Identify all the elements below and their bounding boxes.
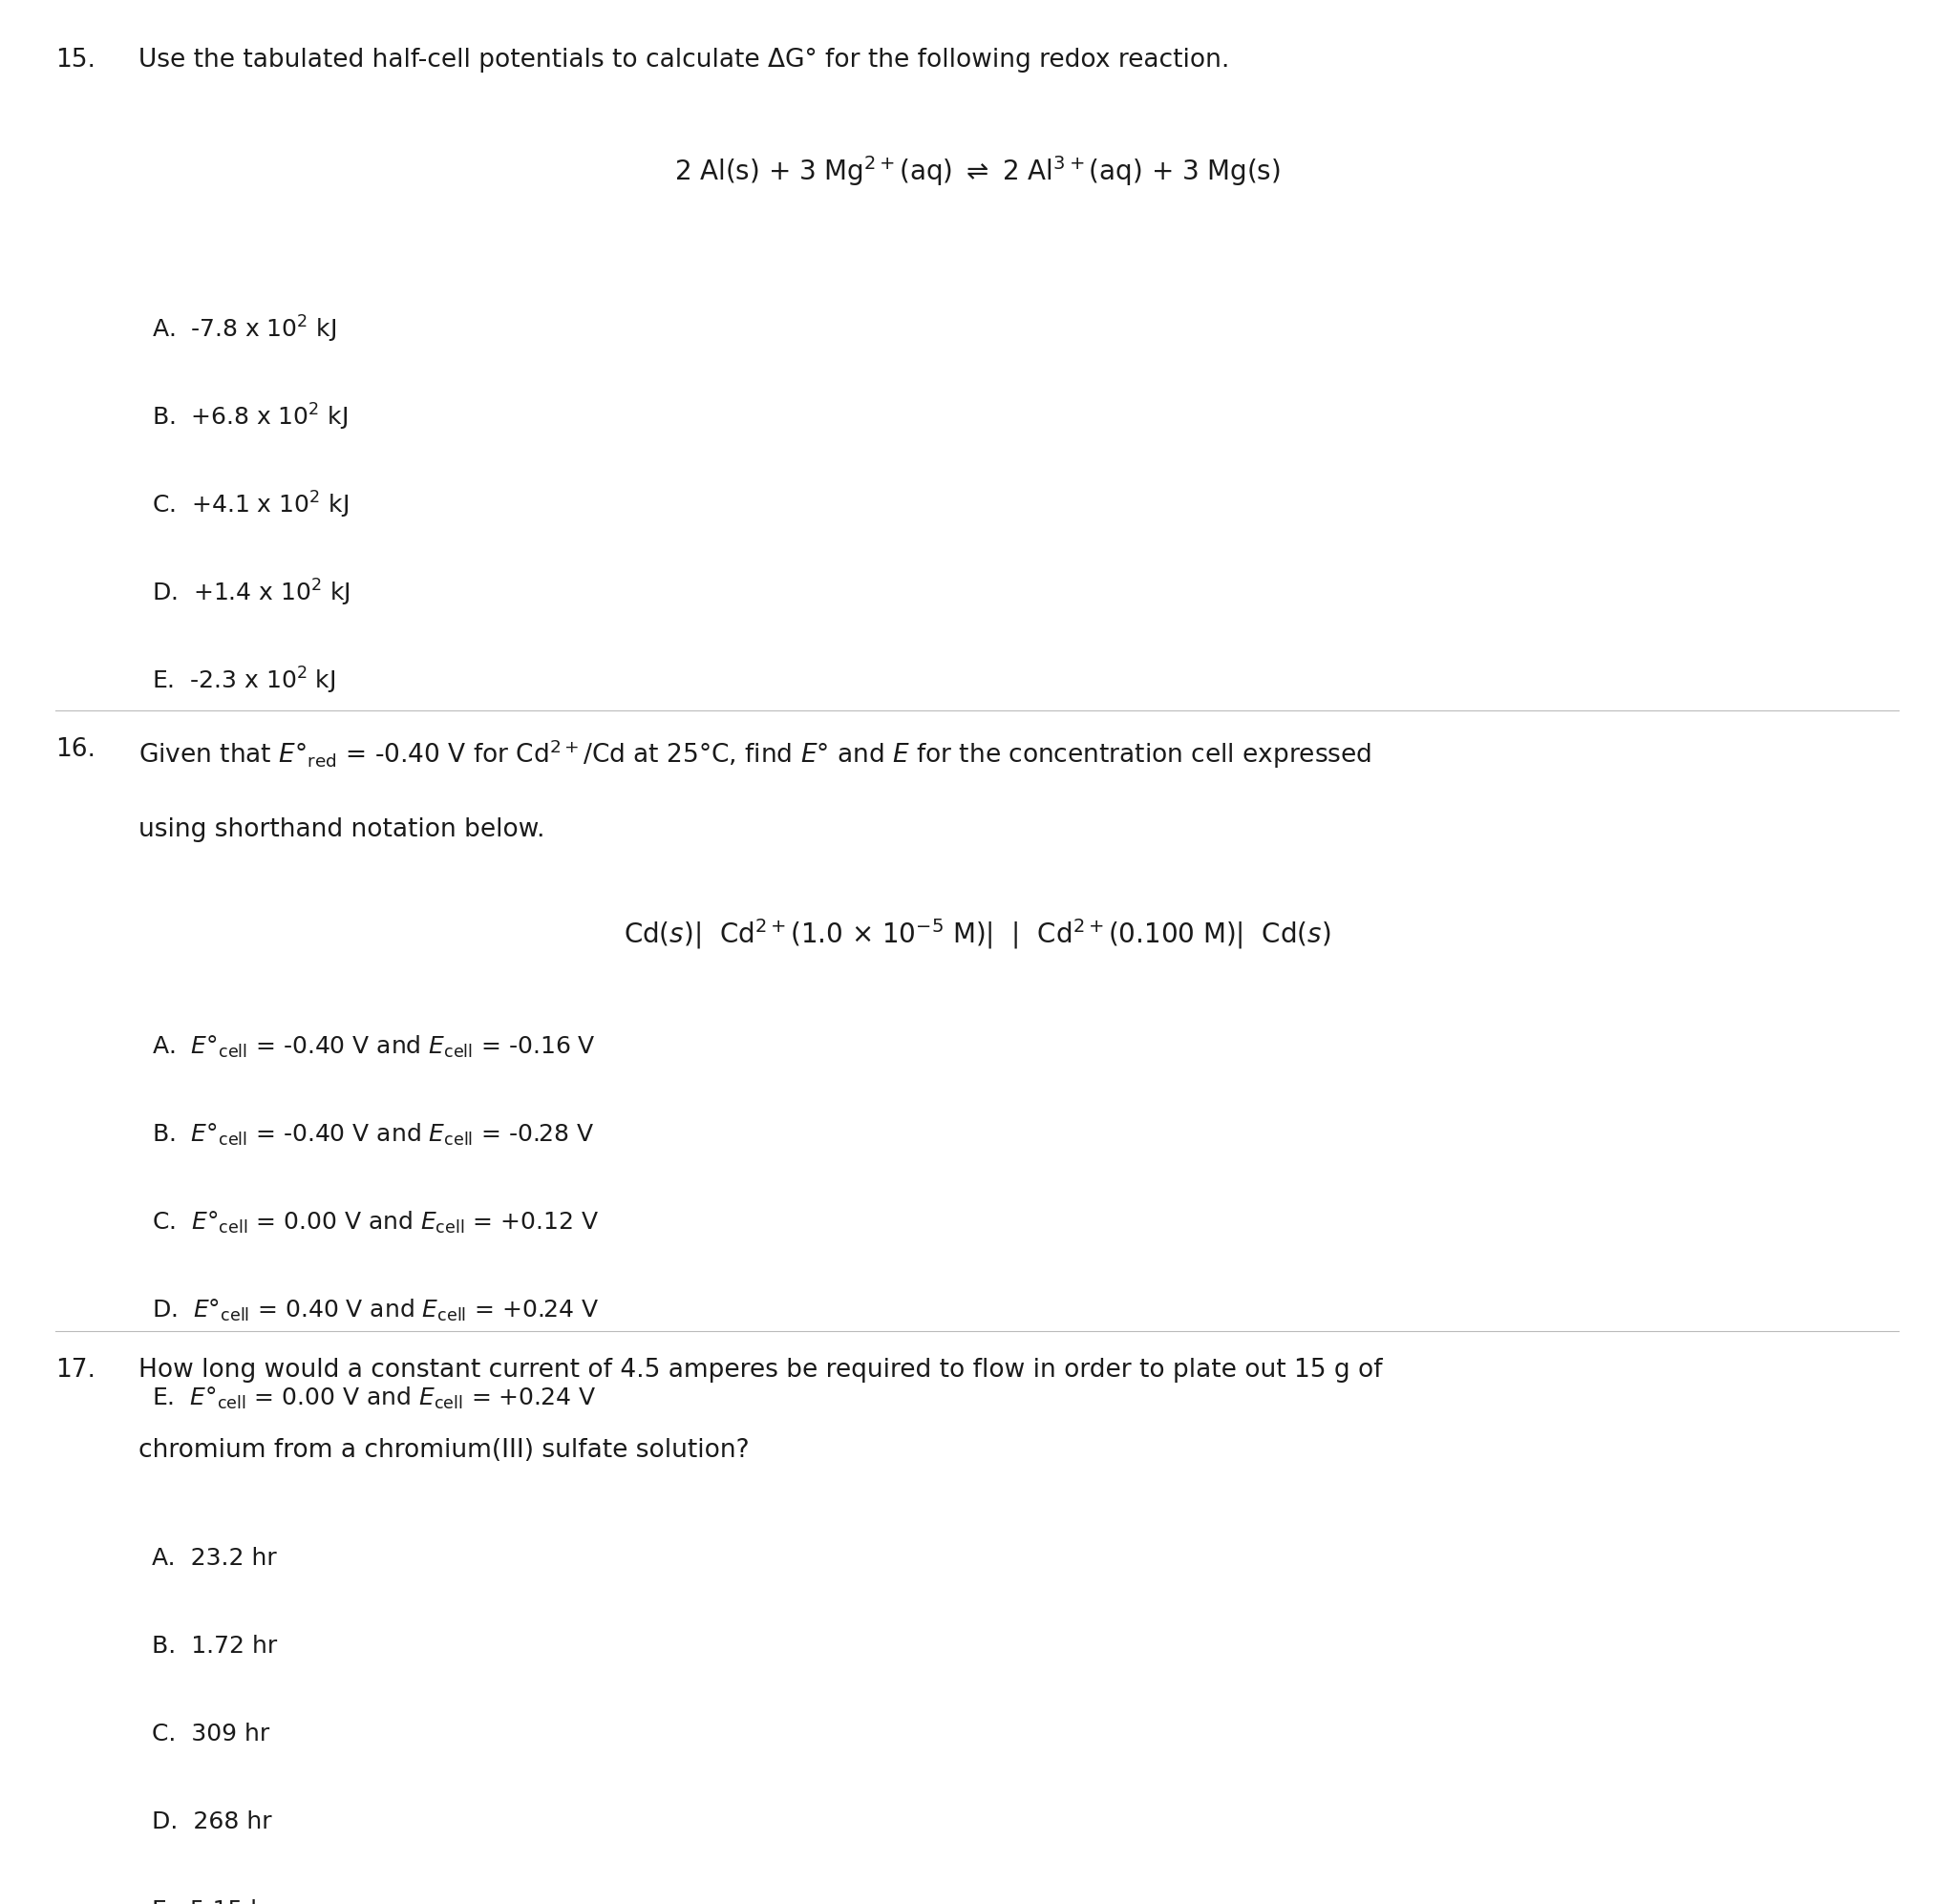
Text: A.  23.2 hr: A. 23.2 hr: [152, 1546, 277, 1571]
Text: Cd($s$)|  Cd$^{2+}$(1.0 $\times$ 10$^{-5}$ M)|  |  Cd$^{2+}$(0.100 M)|  Cd($s$): Cd($s$)| Cd$^{2+}$(1.0 $\times$ 10$^{-5}…: [623, 916, 1331, 950]
Text: chromium from a chromium(III) sulfate solution?: chromium from a chromium(III) sulfate so…: [139, 1438, 750, 1462]
Text: C.  +4.1 x 10$^2$ kJ: C. +4.1 x 10$^2$ kJ: [152, 489, 350, 520]
Text: 2 Al(s) + 3 Mg$^{2+}$(aq) $\rightleftharpoons$ 2 Al$^{3+}$(aq) + 3 Mg(s): 2 Al(s) + 3 Mg$^{2+}$(aq) $\rightlefthar…: [674, 154, 1280, 188]
Text: C.  $E$°$_{\rm cell}$ = 0.00 V and $E_{\rm cell}$ = +0.12 V: C. $E$°$_{\rm cell}$ = 0.00 V and $E_{\r…: [152, 1209, 600, 1236]
Text: A.  -7.8 x 10$^2$ kJ: A. -7.8 x 10$^2$ kJ: [152, 314, 336, 345]
Text: B.  1.72 hr: B. 1.72 hr: [152, 1636, 277, 1658]
Text: Use the tabulated half-cell potentials to calculate ΔG° for the following redox : Use the tabulated half-cell potentials t…: [139, 48, 1229, 72]
Text: 16.: 16.: [55, 737, 96, 762]
Text: A.  $E$°$_{\rm cell}$ = -0.40 V and $E_{\rm cell}$ = -0.16 V: A. $E$°$_{\rm cell}$ = -0.40 V and $E_{\…: [152, 1034, 596, 1059]
Text: D.  +1.4 x 10$^2$ kJ: D. +1.4 x 10$^2$ kJ: [152, 577, 350, 609]
Text: B.  +6.8 x 10$^2$ kJ: B. +6.8 x 10$^2$ kJ: [152, 402, 348, 432]
Text: E.  -2.3 x 10$^2$ kJ: E. -2.3 x 10$^2$ kJ: [152, 666, 336, 697]
Text: D.  $E$°$_{\rm cell}$ = 0.40 V and $E_{\rm cell}$ = +0.24 V: D. $E$°$_{\rm cell}$ = 0.40 V and $E_{\r…: [152, 1297, 600, 1323]
Text: using shorthand notation below.: using shorthand notation below.: [139, 817, 545, 842]
Text: How long would a constant current of 4.5 amperes be required to flow in order to: How long would a constant current of 4.5…: [139, 1358, 1383, 1382]
Text: E.  5.15 hr: E. 5.15 hr: [152, 1898, 276, 1904]
Text: E.  $E$°$_{\rm cell}$ = 0.00 V and $E_{\rm cell}$ = +0.24 V: E. $E$°$_{\rm cell}$ = 0.00 V and $E_{\r…: [152, 1386, 596, 1411]
Text: D.  268 hr: D. 268 hr: [152, 1811, 272, 1834]
Text: 17.: 17.: [55, 1358, 96, 1382]
Text: C.  309 hr: C. 309 hr: [152, 1723, 270, 1746]
Text: Given that $E$°$_{\rm red}$ = -0.40 V for Cd$^{2+}$/Cd at 25°C, find $E$° and $E: Given that $E$°$_{\rm red}$ = -0.40 V fo…: [139, 737, 1372, 771]
Text: 15.: 15.: [55, 48, 96, 72]
Text: B.  $E$°$_{\rm cell}$ = -0.40 V and $E_{\rm cell}$ = -0.28 V: B. $E$°$_{\rm cell}$ = -0.40 V and $E_{\…: [152, 1121, 594, 1148]
